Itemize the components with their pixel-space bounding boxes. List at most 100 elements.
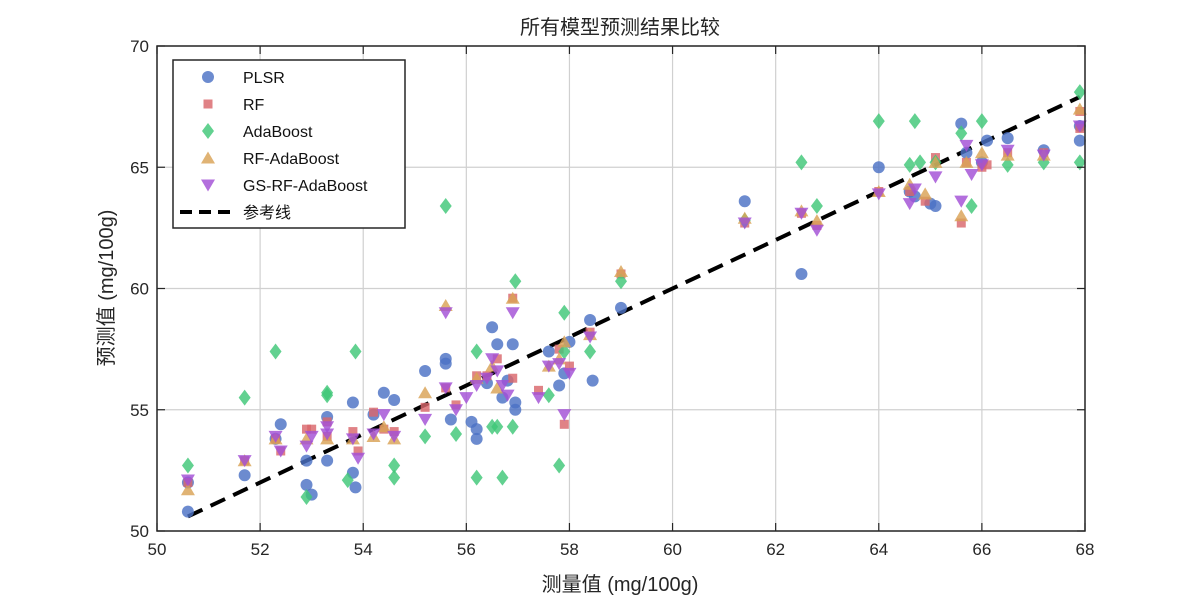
x-tick-label: 52 (251, 540, 270, 559)
data-points (180, 84, 1087, 518)
data-point-gs-rf-adaboost (268, 430, 283, 443)
data-point-adaboost (558, 304, 571, 321)
legend-label-adaboost: AdaBoost (243, 124, 313, 141)
y-tick-label: 70 (130, 37, 149, 56)
data-point-gs-rf-adaboost (366, 428, 381, 441)
data-point-adaboost (506, 418, 519, 435)
x-tick-label: 68 (1076, 540, 1095, 559)
data-point-adaboost (1073, 84, 1086, 101)
data-point-adaboost (965, 198, 978, 215)
legend-marker-rf-adaboost (201, 151, 215, 164)
data-point-gs-rf-adaboost (871, 188, 886, 201)
data-point-plsr (470, 423, 483, 436)
data-point-adaboost (795, 154, 808, 171)
data-point-plsr (486, 321, 499, 334)
data-point-adaboost (1073, 154, 1086, 171)
data-point-gs-rf-adaboost (299, 440, 314, 453)
data-point-gs-rf-adaboost (490, 365, 505, 378)
data-point-plsr (738, 195, 751, 208)
data-point-rf-adaboost (809, 214, 824, 227)
y-tick-label: 55 (130, 401, 149, 420)
x-tick-label: 60 (663, 540, 682, 559)
data-point-gs-rf-adaboost (469, 379, 484, 392)
data-point-plsr (300, 478, 313, 491)
data-point-gs-rf-adaboost (438, 382, 453, 395)
data-point-rf (905, 187, 915, 196)
data-point-rf (554, 344, 564, 354)
data-point-rf (307, 424, 317, 434)
data-point-plsr (388, 394, 401, 407)
data-point-gs-rf-adaboost (438, 307, 453, 320)
data-point-plsr (419, 364, 432, 377)
data-point-adaboost (558, 343, 571, 360)
data-point-gs-rf-adaboost (552, 358, 567, 371)
data-point-gs-rf-adaboost (541, 360, 556, 373)
data-point-adaboost (450, 426, 463, 442)
y-tick-label: 60 (130, 280, 149, 299)
data-point-gs-rf-adaboost (794, 207, 809, 220)
data-point-rf-adaboost (974, 146, 989, 159)
data-point-gs-rf-adaboost (1000, 144, 1015, 157)
data-point-gs-rf-adaboost (449, 404, 464, 417)
data-point-gs-rf-adaboost (273, 445, 288, 458)
data-point-adaboost (269, 343, 282, 360)
data-point-rf (920, 196, 930, 206)
series-gs-rf-adaboost (180, 120, 1087, 487)
data-point-rf (564, 361, 574, 371)
data-point-gs-rf-adaboost (809, 224, 824, 237)
data-point-gs-rf-adaboost (351, 452, 366, 465)
data-point-adaboost (872, 113, 885, 130)
chart-title: 所有模型预测结果比较 (520, 16, 720, 39)
data-point-rf (420, 402, 430, 412)
data-point-adaboost (955, 125, 968, 142)
x-tick-label: 62 (766, 540, 785, 559)
data-point-gs-rf-adaboost (320, 421, 335, 434)
data-point-plsr (929, 200, 942, 213)
legend-marker-adaboost (202, 123, 214, 139)
data-point-adaboost (341, 472, 354, 489)
data-point-gs-rf-adaboost (495, 379, 510, 392)
data-point-gs-rf-adaboost (387, 430, 402, 443)
data-point-adaboost (914, 154, 927, 171)
data-point-plsr (439, 357, 452, 370)
data-point-adaboost (238, 389, 251, 406)
x-tick-label: 56 (457, 540, 476, 559)
data-point-plsr (274, 418, 287, 431)
y-tick-label: 65 (130, 158, 149, 177)
data-point-rf-adaboost (954, 209, 969, 222)
data-point-adaboost (584, 343, 597, 360)
data-point-plsr (981, 134, 994, 147)
data-point-plsr (444, 413, 457, 426)
data-point-rf-adaboost (614, 265, 628, 278)
data-point-rf (492, 354, 502, 364)
data-point-gs-rf-adaboost (180, 474, 195, 487)
data-point-gs-rf-adaboost (304, 430, 319, 443)
data-point-plsr (377, 386, 390, 399)
data-point-plsr (615, 301, 627, 314)
data-point-plsr (506, 338, 519, 351)
data-point-rf-adaboost (959, 155, 974, 168)
y-tick-label: 50 (130, 522, 149, 541)
data-point-gs-rf-adaboost (505, 307, 520, 320)
legend-marker-plsr (202, 71, 214, 83)
x-axis-label: 测量值 (mg/100g) (542, 573, 699, 596)
data-point-plsr (1073, 134, 1086, 147)
data-point-adaboost (975, 113, 988, 130)
data-point-rf (982, 160, 992, 170)
data-point-gs-rf-adaboost (376, 409, 391, 422)
legend-marker-gs-rf-adaboost (201, 179, 215, 192)
legend-box (172, 59, 406, 229)
x-tick-label: 50 (148, 540, 167, 559)
data-point-rf-adaboost (180, 483, 195, 496)
data-point-rf-adaboost (418, 386, 433, 399)
data-point-gs-rf-adaboost (345, 433, 360, 446)
data-point-gs-rf-adaboost (500, 389, 515, 402)
data-point-plsr (181, 505, 194, 518)
data-point-rf (353, 446, 363, 456)
data-point-rf (508, 373, 518, 383)
data-point-plsr (346, 396, 359, 409)
data-point-adaboost (908, 113, 921, 130)
legend-label-rf-adaboost: RF-AdaBoost (243, 151, 340, 168)
data-point-rf (302, 424, 312, 434)
data-point-rf (348, 427, 358, 437)
